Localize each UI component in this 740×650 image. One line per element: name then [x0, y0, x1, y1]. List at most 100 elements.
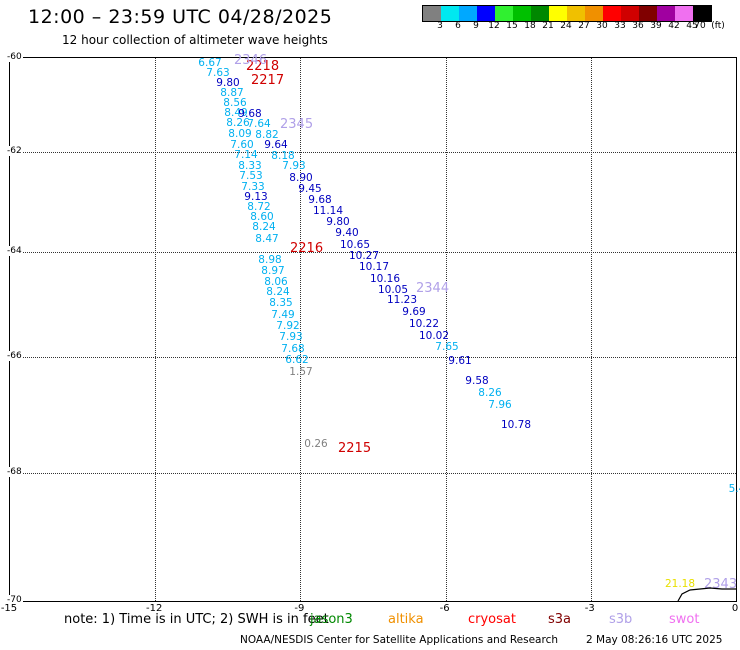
west-track-wave-height: 8.09 [228, 128, 252, 140]
longitude-label: -3 [584, 603, 595, 614]
altimeter-map: -60 -62 -64 -66 -68 -70 6.67 7.63 9.80 8.87 8.56 8.… [6, 52, 740, 605]
longitude-gridline [590, 58, 592, 601]
pass-time-tag: 2346 [234, 53, 268, 68]
legend-swatch [675, 6, 693, 21]
legend-swatch [441, 6, 459, 21]
east-track-wave-height: 8.26 [478, 387, 502, 399]
east-track-wave-height: 10.05 [377, 284, 409, 296]
legend-tick: 39 [650, 21, 662, 31]
pass-time-tag: 2344 [416, 281, 450, 296]
longitude-gridline [445, 58, 447, 601]
east-track-wave-height: 10.27 [348, 250, 380, 262]
east-track-wave-height: 10.02 [418, 330, 450, 342]
longitude-label: -12 [146, 603, 163, 614]
coastline-path [677, 587, 736, 601]
east-track-wave-height: 9.80 [326, 216, 350, 228]
west-track-wave-height: 7.64 [247, 118, 271, 130]
west-track-wave-height: 8.24 [266, 286, 290, 298]
map-subtitle: 12 hour collection of altimeter wave hei… [62, 33, 328, 47]
west-track-wave-height: 7.92 [276, 320, 300, 332]
satellite-swot: swot [669, 612, 700, 627]
west-track-wave-height: 8.18 [271, 150, 295, 162]
west-track-wave-height: 8.26 [226, 117, 250, 129]
latitude-label: -62 [6, 146, 23, 156]
edge-track-wave-height: 5.4 [728, 483, 740, 495]
latitude-gridline [10, 252, 736, 253]
west-track-wave-height: 8.56 [223, 97, 247, 109]
satellite-cryosat: cryosat [468, 612, 516, 627]
legend-swatch [657, 6, 675, 21]
latitude-gridline [10, 152, 736, 153]
credit-line: NOAA/NESDIS Center for Satellite Applica… [240, 634, 558, 646]
west-track-wave-height: 8.98 [258, 254, 282, 266]
legend-swatch [567, 6, 585, 21]
west-track-wave-height: 1.57 [289, 366, 313, 378]
footer-note: note: 1) Time is in UTC; 2) SWH is in fe… [64, 612, 329, 627]
wave-height-color-legend [422, 5, 712, 22]
west-track-wave-height: 7.49 [271, 309, 295, 321]
latitude-label: -64 [6, 246, 23, 256]
legend-swatch [531, 6, 549, 21]
legend-swatch [513, 6, 531, 21]
east-track-wave-height: 10.22 [408, 318, 440, 330]
west-track-wave-height: 7.93 [282, 160, 306, 172]
pass-time-tag: 2217 [251, 73, 285, 88]
west-track-wave-height: 7.60 [230, 139, 254, 151]
east-track-wave-height: 8.90 [289, 172, 313, 184]
west-track-wave-height: 8.24 [252, 221, 276, 233]
west-track-wave-height: 6.62 [285, 354, 309, 366]
east-track-wave-height: 9.68 [308, 194, 332, 206]
longitude-label: 0 [731, 603, 739, 614]
legend-tick: 42 [668, 21, 680, 31]
west-track-wave-height: 7.33 [241, 181, 265, 193]
legend-swatch [693, 6, 711, 21]
pass-time-tag: 2218 [246, 59, 280, 74]
pass-time-tag: 2216 [290, 241, 324, 256]
west-track-wave-height: 8.06 [264, 276, 288, 288]
legend-swatch [459, 6, 477, 21]
satellite-s3b: s3b [609, 612, 633, 627]
east-track-wave-height: 9.61 [448, 355, 472, 367]
west-track-wave-height: 7.14 [234, 149, 258, 161]
east-track-wave-height: 9.58 [465, 375, 489, 387]
longitude-gridline [300, 58, 302, 601]
east-track-wave-height: 10.65 [339, 239, 371, 251]
coastline [677, 587, 736, 601]
west-track-wave-height: 8.33 [238, 160, 262, 172]
legend-tick: 12 [488, 21, 500, 31]
legend-tick: 6 [455, 21, 461, 31]
legend-swatch [549, 6, 567, 21]
west-track-wave-height: 8.87 [220, 87, 244, 99]
legend-swatch [621, 6, 639, 21]
west-track-wave-height: 6.67 [198, 57, 222, 69]
latitude-label: -60 [6, 52, 23, 62]
west-track-wave-height: 9.13 [244, 191, 268, 203]
legend-swatch [423, 6, 441, 21]
legend-swatch [585, 6, 603, 21]
legend-swatch [477, 6, 495, 21]
west-track-wave-height: 8.97 [261, 265, 285, 277]
satellite-jason3: jason3 [310, 612, 353, 627]
map-title: 12:00 – 23:59 UTC 04/28/2025 [28, 6, 333, 28]
west-track-wave-height: 8.49 [224, 107, 248, 119]
pass-time-tag: 2215 [338, 441, 372, 456]
latitude-gridline [10, 473, 736, 474]
legend-tick: 18 [524, 21, 536, 31]
legend-tick: 36 [632, 21, 644, 31]
satellite-altika: altika [388, 612, 424, 627]
west-track-wave-height: 8.47 [255, 233, 279, 245]
west-track-wave-height: 7.53 [239, 170, 263, 182]
east-track-wave-height: 10.78 [500, 419, 532, 431]
legend-swatch [603, 6, 621, 21]
west-track-wave-height: 8.35 [269, 297, 293, 309]
legend-swatch [495, 6, 513, 21]
latitude-gridline [10, 357, 736, 358]
west-track-wave-height: 8.72 [247, 201, 271, 213]
west-track-wave-height: 7.63 [206, 67, 230, 79]
west-track-wave-height: 8.82 [255, 129, 279, 141]
east-track-wave-height: 9.40 [335, 227, 359, 239]
latitude-label: -70 [6, 595, 23, 605]
legend-tick: 33 [614, 21, 626, 31]
east-track-wave-height: 11.14 [312, 205, 344, 217]
generation-timestamp: 2 May 08:26:16 UTC 2025 [586, 634, 723, 646]
